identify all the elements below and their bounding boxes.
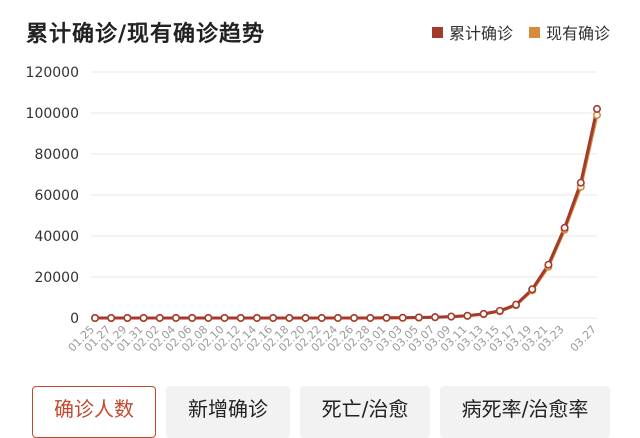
tab-label: 新增确诊 xyxy=(188,396,268,421)
tab-deaths-recovered[interactable]: 死亡/治愈 xyxy=(300,386,430,438)
x-tick-label: 03.27 xyxy=(568,323,599,354)
data-point-cumulative[interactable] xyxy=(447,312,456,321)
series-line-cumulative xyxy=(95,108,599,320)
tab-confirmed-count[interactable]: 确诊人数 xyxy=(32,386,156,438)
data-point-cumulative[interactable] xyxy=(188,313,197,322)
data-point-cumulative[interactable] xyxy=(333,313,342,322)
y-tick-label: 20000 xyxy=(34,270,79,286)
chart-title: 累计确诊/现有确诊趋势 xyxy=(26,22,266,47)
data-point-cumulative[interactable] xyxy=(576,178,585,187)
data-point-cumulative[interactable] xyxy=(479,309,488,318)
y-tick-label: 80000 xyxy=(34,147,79,163)
legend-label-cumulative: 累计确诊 xyxy=(448,24,513,43)
tab-label: 确诊人数 xyxy=(54,396,134,421)
data-point-cumulative[interactable] xyxy=(252,313,261,322)
data-point-cumulative[interactable] xyxy=(528,285,537,294)
data-point-cumulative[interactable] xyxy=(560,223,569,232)
data-point-cumulative[interactable] xyxy=(317,313,326,322)
legend-item-current[interactable]: 现有确诊 xyxy=(528,20,610,44)
data-point-cumulative[interactable] xyxy=(301,313,310,322)
data-point-cumulative[interactable] xyxy=(269,313,278,322)
legend-swatch-current xyxy=(528,26,540,38)
data-point-cumulative[interactable] xyxy=(398,313,407,322)
data-point-cumulative[interactable] xyxy=(463,311,472,320)
tab-label: 死亡/治愈 xyxy=(321,396,409,421)
chart-legend: 累计确诊 现有确诊 xyxy=(431,20,610,44)
data-point-cumulative[interactable] xyxy=(155,313,164,322)
y-tick-label: 40000 xyxy=(34,229,79,245)
tab-label: 病死率/治愈率 xyxy=(461,396,589,421)
y-tick-label: 0 xyxy=(70,311,79,327)
data-point-cumulative[interactable] xyxy=(220,313,229,322)
data-point-cumulative[interactable] xyxy=(236,313,245,322)
data-point-cumulative[interactable] xyxy=(204,313,213,322)
data-point-cumulative[interactable] xyxy=(285,313,294,322)
y-tick-label: 100000 xyxy=(26,106,79,122)
data-point-cumulative[interactable] xyxy=(382,313,391,322)
y-tick-label: 120000 xyxy=(26,65,79,81)
data-point-cumulative[interactable] xyxy=(544,260,553,269)
chart-tabs: 确诊人数 新增确诊 死亡/治愈 病死率/治愈率 xyxy=(32,386,610,438)
trend-chart: 02000040000600008000010000012000001.2501… xyxy=(26,65,601,354)
data-point-cumulative[interactable] xyxy=(350,313,359,322)
tab-fatality-recovery-rate[interactable]: 病死率/治愈率 xyxy=(440,386,610,438)
data-point-cumulative[interactable] xyxy=(366,313,375,322)
data-point-cumulative[interactable] xyxy=(139,313,148,322)
data-point-cumulative[interactable] xyxy=(414,313,423,322)
data-point-cumulative[interactable] xyxy=(91,313,100,322)
tab-new-confirmed[interactable]: 新增确诊 xyxy=(166,386,290,438)
data-point-cumulative[interactable] xyxy=(512,300,521,309)
data-point-cumulative[interactable] xyxy=(495,306,504,315)
data-point-cumulative[interactable] xyxy=(592,104,601,113)
data-point-cumulative[interactable] xyxy=(107,313,116,322)
legend-item-cumulative[interactable]: 累计确诊 xyxy=(431,20,513,44)
data-point-cumulative[interactable] xyxy=(171,313,180,322)
series-line-current xyxy=(95,114,599,320)
legend-swatch-cumulative xyxy=(431,26,443,38)
y-tick-label: 60000 xyxy=(34,188,79,204)
data-point-cumulative[interactable] xyxy=(431,313,440,322)
legend-label-current: 现有确诊 xyxy=(545,24,610,43)
data-point-cumulative[interactable] xyxy=(123,313,132,322)
